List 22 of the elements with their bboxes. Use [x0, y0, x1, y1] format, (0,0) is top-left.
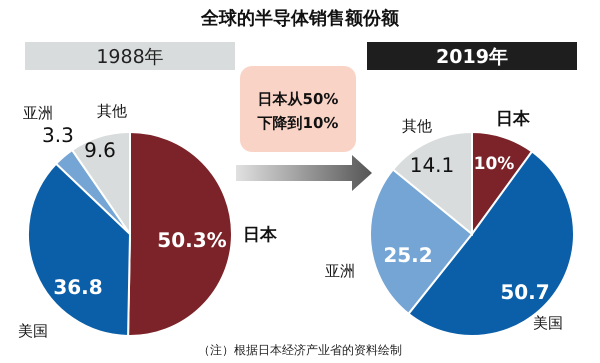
data-label: 25.2 [383, 243, 433, 267]
data-label: 9.6 [84, 138, 116, 162]
slice-label: 日本 [243, 225, 278, 245]
data-label: 36.8 [53, 275, 103, 299]
slice-label: 日本 [496, 109, 531, 129]
data-label: 10% [474, 154, 514, 174]
data-label: 50.3% [157, 228, 227, 252]
slice-label: 其他 [402, 117, 432, 135]
chart-subtitle: 1988年 [96, 46, 164, 68]
slice-label: 美国 [533, 314, 563, 332]
slice-label: 亚洲 [23, 104, 53, 122]
slice-label: 亚洲 [325, 262, 355, 280]
data-label: 14.1 [410, 153, 454, 177]
data-label: 50.7 [500, 280, 550, 304]
text: 全球的半导体销售额份额 [200, 8, 400, 29]
text: （注）根据日本经济产业省的资料绘制 [198, 343, 402, 357]
text: 下降到10% [256, 114, 338, 132]
chart-subtitle: 2019年 [436, 46, 508, 68]
data-label: 3.3 [42, 123, 74, 147]
slice-label: 其他 [97, 102, 127, 120]
text: 日本从50% [258, 90, 338, 108]
slice-label: 美国 [18, 322, 48, 340]
